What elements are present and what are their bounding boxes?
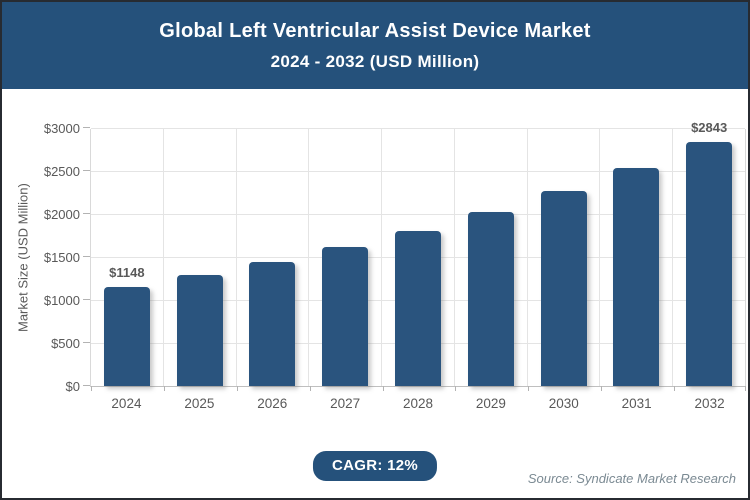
y-tick-mark-2000	[83, 213, 90, 214]
bar-2028	[395, 230, 442, 386]
y-axis-tick-labels: $0 $500 $1000 $1500 $2000 $2500 $3000	[2, 122, 80, 394]
gridline-2000	[91, 214, 745, 215]
plot-area: $1148 $2843	[83, 120, 746, 391]
bar-2024	[103, 287, 150, 386]
x-label-2028: 2028	[402, 396, 434, 411]
y-tick-label-3000: $3000	[43, 121, 80, 136]
y-tick-mark-1000	[83, 299, 90, 300]
chart-header: Global Left Ventricular Assist Device Ma…	[2, 2, 748, 89]
column-2024: $1148	[91, 129, 164, 386]
bar-value-label-2024: $1148	[109, 265, 145, 281]
x-tick-mark-6	[528, 386, 530, 391]
x-tick-mark-3	[309, 386, 311, 391]
column-2025	[164, 129, 237, 386]
y-tick-mark-500	[83, 342, 90, 343]
x-label-2030: 2030	[548, 396, 579, 411]
x-tick-mark-7	[601, 386, 603, 391]
y-tick-mark-1500	[83, 256, 90, 257]
bar-2026	[249, 262, 296, 386]
x-tick-mark-1	[163, 386, 165, 391]
x-axis-labels: 2024 2025 2026 2027 2028 2029 2030 2031 2032	[90, 396, 746, 411]
bar-2029	[467, 212, 514, 386]
cagr-badge: CAGR: 12%	[312, 451, 438, 481]
y-tick-label-1500: $1500	[43, 250, 80, 265]
column-2027	[309, 129, 383, 386]
bar-2025	[176, 275, 223, 386]
chart-subtitle: 2024 - 2032 (USD Million)	[270, 51, 480, 71]
y-tick-label-2000: $2000	[43, 207, 80, 222]
bar-value-label-2032: $2843	[691, 119, 728, 135]
x-tick-mark-8	[674, 386, 676, 391]
x-tick-mark-5	[455, 386, 457, 391]
bar-2030	[540, 191, 587, 386]
x-tick-mark-4	[382, 386, 384, 391]
x-label-2027: 2027	[330, 396, 361, 411]
y-tick-mark-2500	[83, 170, 90, 171]
column-2026	[237, 129, 310, 386]
x-label-2026: 2026	[257, 396, 288, 411]
column-2029	[455, 129, 528, 386]
y-tick-label-2500: $2500	[43, 164, 80, 179]
x-label-2025: 2025	[184, 396, 215, 411]
bar-2027	[322, 247, 369, 386]
y-tick-label-1000: $1000	[43, 293, 80, 308]
source-attribution: Source: Syndicate Market Research	[527, 471, 736, 486]
column-2031	[600, 129, 674, 386]
y-tick-mark-3000	[83, 127, 90, 128]
x-label-2032: 2032	[694, 396, 725, 411]
x-label-2031: 2031	[621, 396, 652, 411]
column-2030	[528, 129, 601, 386]
x-label-2029: 2029	[475, 396, 506, 411]
bar-2032	[686, 141, 733, 386]
y-tick-label-500: $500	[51, 336, 80, 351]
gridline-3000	[91, 128, 745, 129]
chart-title: Global Left Ventricular Assist Device Ma…	[159, 19, 591, 42]
x-tick-mark-9	[745, 386, 746, 391]
column-2028	[382, 129, 455, 386]
y-tick-mark-0	[83, 385, 90, 386]
column-2032: $2843	[673, 120, 745, 386]
x-tick-mark-0	[91, 386, 92, 391]
gridline-2500	[91, 171, 745, 172]
y-tick-label-0: $0	[65, 379, 80, 394]
bar-2031	[613, 167, 660, 386]
x-label-2024: 2024	[111, 396, 142, 411]
x-tick-mark-2	[236, 386, 238, 391]
